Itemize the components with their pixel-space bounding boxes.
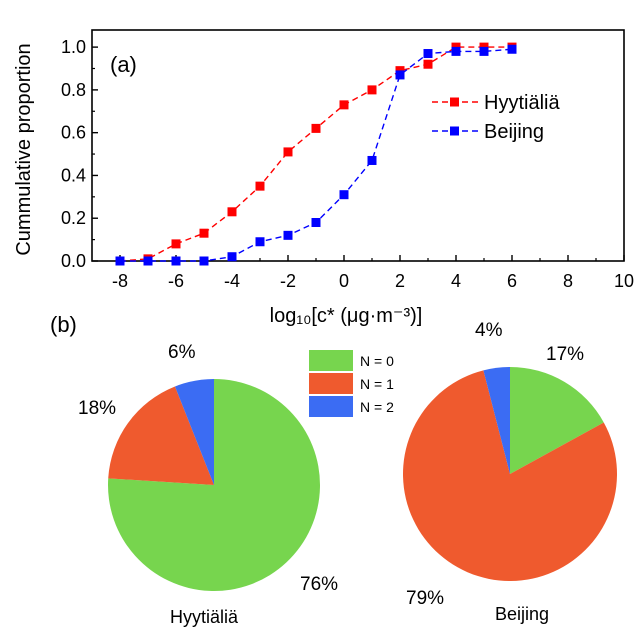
y-tick-label: 0.8 bbox=[61, 80, 86, 100]
pie-legend: N = 0 N = 1 N = 2 bbox=[309, 350, 394, 417]
x-tick-label: 6 bbox=[507, 271, 517, 291]
x-tick-label: -2 bbox=[280, 271, 296, 291]
pie-legend-label: N = 2 bbox=[360, 399, 394, 415]
data-point bbox=[367, 155, 377, 165]
pie-slice bbox=[108, 379, 320, 592]
series-line bbox=[119, 46, 512, 262]
data-point bbox=[283, 147, 293, 157]
pie-slice-label: 76% bbox=[300, 574, 338, 595]
data-point bbox=[171, 256, 181, 266]
pie-charts-panel-b: 76% 18% 6% Hyytiäliä 17% 79% 4% Beijing bbox=[78, 320, 617, 627]
data-point bbox=[255, 237, 265, 247]
pie-slice-label: 18% bbox=[78, 398, 116, 419]
x-tick-label: -6 bbox=[168, 271, 184, 291]
data-point bbox=[339, 100, 349, 110]
data-point bbox=[227, 207, 237, 217]
y-tick-label: 1.0 bbox=[61, 37, 86, 57]
line-chart-panel-a: -8 -6 -4 -2 0 2 4 6 8 10 0.0 0.2 0.4 0.6 0.8 1.0 log₁₀[c… bbox=[13, 29, 634, 327]
x-tick-label: 10 bbox=[614, 271, 634, 291]
y-tick-label: 0.6 bbox=[61, 123, 86, 143]
x-tick-label: 2 bbox=[395, 271, 405, 291]
data-point bbox=[367, 85, 377, 95]
y-axis-label: Cummulative proportion bbox=[13, 43, 35, 255]
y-tick-label: 0.2 bbox=[61, 208, 86, 228]
legend-label: Hyytiäliä bbox=[484, 92, 560, 114]
plot-frame bbox=[91, 29, 625, 262]
x-tick-label: 0 bbox=[339, 271, 349, 291]
pie-slice bbox=[483, 366, 510, 474]
data-point bbox=[507, 44, 517, 54]
data-point bbox=[143, 256, 153, 266]
y-tick-label: 0.0 bbox=[61, 251, 86, 271]
x-tick-label: 8 bbox=[563, 271, 573, 291]
pie-legend-swatch bbox=[309, 396, 353, 417]
pie-slice-label: 79% bbox=[406, 588, 444, 609]
pie-slice bbox=[108, 386, 214, 485]
data-point bbox=[115, 256, 125, 266]
pie-slice-label: 17% bbox=[546, 344, 584, 365]
legend-marker bbox=[450, 126, 459, 136]
pie-slice bbox=[174, 378, 214, 485]
series-line bbox=[120, 48, 513, 262]
pie-name-label: Beijing bbox=[495, 604, 549, 624]
x-tick-label: -4 bbox=[224, 271, 240, 291]
pie-slice-label: 6% bbox=[168, 342, 196, 363]
pie-legend-label: N = 1 bbox=[360, 376, 394, 392]
data-point bbox=[199, 228, 209, 238]
pie-name-label: Hyytiäliä bbox=[170, 607, 239, 627]
data-point bbox=[199, 256, 209, 266]
y-tick-label: 0.4 bbox=[61, 165, 86, 185]
pie-legend-swatch bbox=[309, 350, 353, 371]
data-point bbox=[283, 230, 293, 240]
data-point bbox=[311, 218, 321, 227]
panel-a-label: (a) bbox=[110, 52, 137, 77]
data-point bbox=[171, 239, 181, 249]
data-point bbox=[395, 70, 405, 80]
pie-slice bbox=[402, 370, 617, 581]
data-point bbox=[451, 46, 461, 56]
data-point bbox=[423, 49, 433, 59]
panel-b-label: (b) bbox=[50, 312, 77, 337]
data-point bbox=[423, 59, 433, 69]
pie-slice-label: 4% bbox=[475, 320, 503, 341]
legend-marker bbox=[450, 97, 459, 107]
pie-legend-label: N = 0 bbox=[360, 353, 394, 369]
x-tick-label: 4 bbox=[451, 271, 461, 291]
x-axis-label: log₁₀[c* (μg·m⁻³)] bbox=[270, 305, 423, 327]
legend-label: Beijing bbox=[484, 121, 544, 143]
data-point bbox=[227, 252, 237, 262]
data-point bbox=[255, 181, 265, 191]
pie-legend-swatch bbox=[309, 373, 353, 394]
pie-slice bbox=[510, 366, 604, 474]
data-point bbox=[339, 190, 349, 200]
x-tick-label: -8 bbox=[112, 271, 128, 291]
data-point bbox=[479, 46, 489, 56]
data-point bbox=[311, 123, 321, 133]
